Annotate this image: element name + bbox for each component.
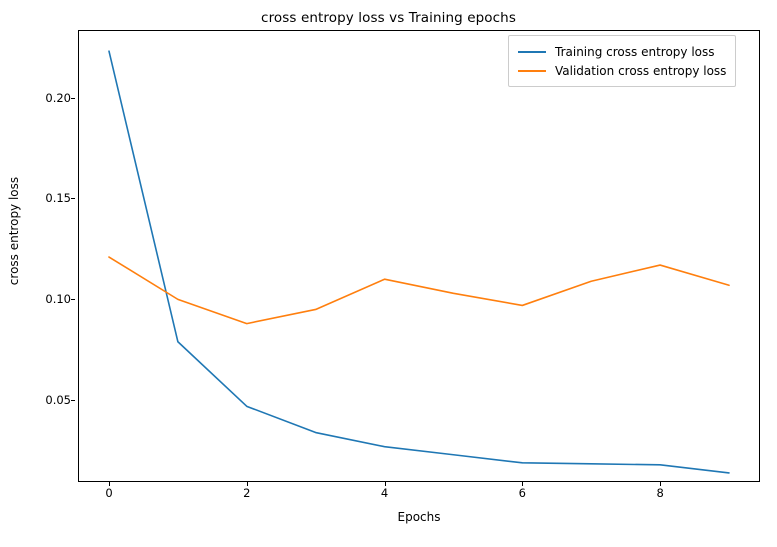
y-axis-label: cross entropy loss	[7, 176, 21, 286]
x-tick-mark	[522, 482, 524, 486]
y-tick-label: 0.10	[45, 292, 71, 307]
y-axis-tick-marks	[0, 30, 78, 482]
legend-item-validation: Validation cross entropy loss	[518, 61, 726, 80]
y-tick-label: 0.05	[45, 393, 71, 408]
legend-swatch-validation	[518, 69, 546, 72]
line-training-cross-entropy-loss	[108, 50, 730, 474]
data-lines	[108, 50, 730, 474]
x-tick-label: 4	[380, 486, 389, 500]
y-axis-tick-labels: 0.05 0.10 0.15 0.20	[18, 30, 71, 482]
x-axis-label: Epochs	[397, 510, 441, 524]
line-validation-cross-entropy-loss	[108, 256, 730, 325]
x-tick-label: 0	[105, 486, 113, 500]
y-tick-label: 0.15	[45, 191, 71, 206]
axes-frame	[78, 30, 760, 482]
legend-label-training: Training cross entropy loss	[555, 44, 715, 59]
legend-label-validation: Validation cross entropy loss	[555, 63, 727, 78]
x-axis-tick-marks	[78, 482, 760, 487]
x-tick-label: 8	[656, 486, 664, 500]
y-tick-mark	[71, 299, 75, 301]
plot-area	[78, 30, 760, 482]
x-tick-label: 6	[518, 486, 526, 500]
y-tick-mark	[71, 400, 75, 402]
x-axis-tick-labels: 0 2 4 6 8	[78, 486, 760, 506]
legend-item-training: Training cross entropy loss	[518, 42, 726, 61]
x-tick-mark	[384, 482, 386, 486]
y-tick-mark	[71, 97, 75, 99]
x-tick-mark	[660, 482, 662, 486]
chart-legend: Training cross entropy loss Validation c…	[508, 35, 737, 87]
x-tick-mark	[109, 482, 110, 486]
x-tick-mark	[246, 482, 248, 486]
y-tick-label: 0.20	[45, 90, 71, 105]
chart-title: cross entropy loss vs Training epochs	[261, 10, 516, 26]
legend-swatch-training	[518, 50, 546, 53]
y-tick-mark	[71, 198, 75, 200]
x-tick-label: 2	[243, 486, 251, 500]
